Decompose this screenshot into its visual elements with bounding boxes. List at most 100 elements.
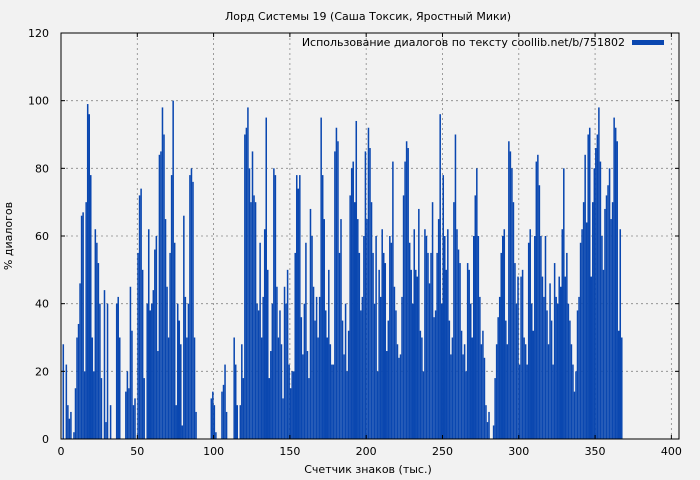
bar <box>575 371 577 439</box>
bar <box>244 134 246 439</box>
bar <box>146 303 148 439</box>
bar <box>324 310 327 439</box>
x-tick-label: 400 <box>661 445 682 458</box>
x-tick-label: 200 <box>356 445 377 458</box>
bar <box>483 357 486 439</box>
bar <box>428 283 431 439</box>
bar <box>465 371 467 439</box>
bar <box>488 411 490 439</box>
bar <box>170 175 173 439</box>
bar <box>517 276 519 439</box>
bar <box>427 252 429 439</box>
bar <box>447 229 449 439</box>
bar <box>109 405 112 439</box>
bar <box>526 364 528 439</box>
bar <box>341 320 344 439</box>
bar <box>558 276 560 439</box>
bar <box>508 141 510 439</box>
bar <box>601 236 603 439</box>
bar <box>459 263 461 439</box>
bar <box>555 296 557 439</box>
bar <box>314 320 316 439</box>
bar <box>96 242 98 439</box>
bar <box>106 303 109 439</box>
bar <box>212 391 214 439</box>
bar <box>376 371 379 439</box>
bar <box>193 337 196 439</box>
bar <box>277 337 280 439</box>
bar <box>479 296 481 439</box>
bar <box>486 422 489 439</box>
legend: Использование диалогов по тексту coollib… <box>302 36 664 49</box>
bar <box>248 168 251 440</box>
bar <box>619 229 622 439</box>
bar <box>329 344 332 439</box>
x-axis-label: Счетчик знаков (тыс.) <box>304 463 432 476</box>
bar <box>97 263 100 439</box>
bar <box>192 181 194 439</box>
bar <box>360 310 362 439</box>
bar <box>434 310 437 439</box>
bar <box>396 344 399 439</box>
bar <box>561 229 564 439</box>
bar <box>157 351 159 439</box>
bar <box>436 252 438 439</box>
bar <box>126 371 129 439</box>
bar <box>430 252 432 439</box>
bar <box>234 364 237 439</box>
bar <box>535 161 538 440</box>
bar <box>515 303 518 439</box>
bar <box>103 290 106 439</box>
bar <box>418 208 420 439</box>
bar <box>408 242 411 439</box>
bar <box>129 286 132 439</box>
bar <box>440 303 443 439</box>
bar <box>520 276 522 439</box>
bar <box>537 154 539 440</box>
bar <box>595 148 597 440</box>
bar <box>340 219 342 439</box>
bar <box>387 320 390 439</box>
bar <box>473 236 475 439</box>
bar <box>282 398 284 439</box>
bar <box>353 202 356 439</box>
bar <box>164 219 167 439</box>
bar <box>367 127 370 439</box>
x-tick-label: 250 <box>432 445 453 458</box>
bar <box>413 229 416 439</box>
bar <box>474 195 477 439</box>
bar <box>118 337 121 439</box>
bar <box>579 242 582 439</box>
bar <box>134 398 136 439</box>
bar <box>584 154 586 440</box>
y-tick-label: 60 <box>35 230 49 243</box>
bar <box>163 134 165 439</box>
bar <box>65 364 68 439</box>
bar <box>439 114 441 439</box>
bar <box>178 320 181 439</box>
bar <box>335 127 338 439</box>
bar <box>588 127 591 439</box>
bar <box>369 148 371 440</box>
bar <box>495 344 498 439</box>
bar <box>437 219 440 439</box>
bar <box>463 344 466 439</box>
bar <box>411 303 414 439</box>
bar <box>541 276 544 439</box>
bar <box>167 337 170 439</box>
bar <box>93 371 95 439</box>
bar <box>251 151 254 439</box>
bar <box>468 269 470 439</box>
bar <box>518 364 521 439</box>
bar <box>286 269 289 439</box>
bar <box>585 222 588 439</box>
bar <box>566 252 568 439</box>
bar <box>334 151 336 439</box>
bar <box>524 344 527 439</box>
bar <box>390 242 393 439</box>
bar <box>476 168 478 440</box>
bar <box>421 337 423 439</box>
bar <box>332 364 335 439</box>
bar <box>382 252 385 439</box>
bar <box>155 236 158 439</box>
